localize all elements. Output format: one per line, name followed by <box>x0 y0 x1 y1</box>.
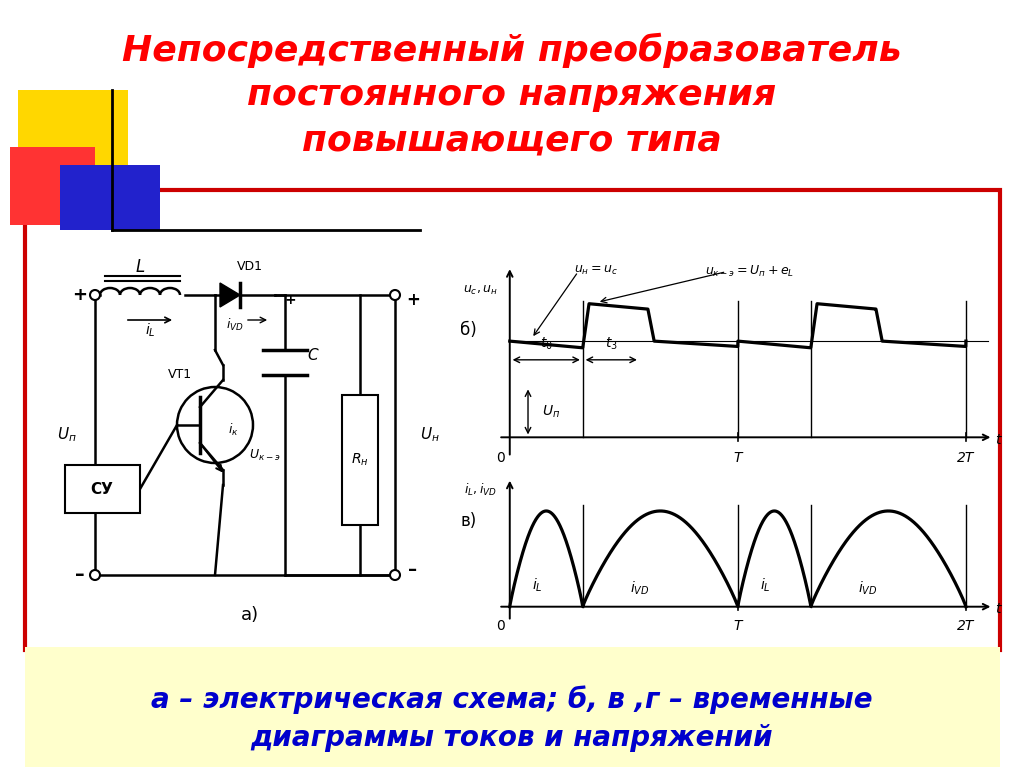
Text: t: t <box>995 602 1001 616</box>
Text: а – электрическая схема; б, в ,г – временные: а – электрическая схема; б, в ,г – време… <box>152 686 872 714</box>
Text: $u_c, u_н$: $u_c, u_н$ <box>463 284 498 297</box>
Text: $t_0$: $t_0$ <box>540 335 553 352</box>
Text: +: + <box>73 286 87 304</box>
Text: $t_3$: $t_3$ <box>605 335 617 352</box>
Text: $i_{VD}$: $i_{VD}$ <box>630 580 649 597</box>
Text: а): а) <box>241 606 259 624</box>
Bar <box>10 147 95 225</box>
Text: –: – <box>409 561 418 579</box>
Circle shape <box>90 570 100 580</box>
Text: $i_L$: $i_L$ <box>144 321 156 339</box>
Text: C: C <box>307 347 318 363</box>
Text: $U_н$: $U_н$ <box>420 426 440 444</box>
Text: $i_L$: $i_L$ <box>760 577 771 594</box>
Text: $i_L$: $i_L$ <box>532 577 543 594</box>
Circle shape <box>390 290 400 300</box>
Text: $U_{к-э}$: $U_{к-э}$ <box>249 447 281 463</box>
Text: –: – <box>75 565 85 584</box>
Text: $i_к$: $i_к$ <box>227 422 239 438</box>
Bar <box>18 90 128 185</box>
Bar <box>25 647 1000 767</box>
Text: t: t <box>995 433 1001 447</box>
Text: Непосредственный преобразователь: Непосредственный преобразователь <box>122 32 902 67</box>
Text: $i_{VD}$: $i_{VD}$ <box>858 580 878 597</box>
Text: $i_{VD}$: $i_{VD}$ <box>226 317 244 333</box>
Text: $i_L, i_{VD}$: $i_L, i_{VD}$ <box>464 482 497 498</box>
Text: в): в) <box>461 512 477 530</box>
Bar <box>342 395 378 525</box>
Text: 0: 0 <box>497 619 505 633</box>
Bar <box>60 165 160 230</box>
Text: 2T: 2T <box>957 619 975 633</box>
Text: $u_н = u_c$: $u_н = u_c$ <box>574 264 618 277</box>
Text: 0: 0 <box>497 451 505 465</box>
Text: $U_п$: $U_п$ <box>542 403 560 420</box>
Text: повышающего типа: повышающего типа <box>302 123 722 157</box>
Text: 2T: 2T <box>957 451 975 465</box>
Bar <box>65 465 140 513</box>
Circle shape <box>390 570 400 580</box>
Circle shape <box>90 290 100 300</box>
Text: $R_н$: $R_н$ <box>351 452 369 468</box>
Bar <box>25 190 1000 650</box>
Polygon shape <box>220 283 240 307</box>
Text: VT1: VT1 <box>168 368 193 381</box>
Text: T: T <box>733 619 742 633</box>
Text: постоянного напряжения: постоянного напряжения <box>248 78 776 112</box>
Text: $U_п$: $U_п$ <box>57 426 77 444</box>
Text: VD1: VD1 <box>237 261 263 274</box>
Text: +: + <box>285 293 296 307</box>
Text: диаграммы токов и напряжений: диаграммы токов и напряжений <box>251 724 773 752</box>
Text: L: L <box>135 258 144 276</box>
Text: +: + <box>407 291 420 309</box>
Text: T: T <box>733 451 742 465</box>
Text: $u_{к-э} = U_п + e_L$: $u_{к-э} = U_п + e_L$ <box>705 264 794 278</box>
Text: б): б) <box>461 321 477 340</box>
Text: СУ: СУ <box>90 482 114 496</box>
